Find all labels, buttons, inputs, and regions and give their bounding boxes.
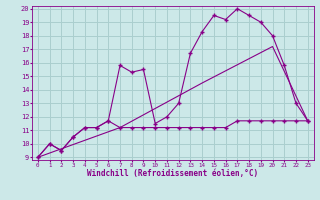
- X-axis label: Windchill (Refroidissement éolien,°C): Windchill (Refroidissement éolien,°C): [87, 169, 258, 178]
